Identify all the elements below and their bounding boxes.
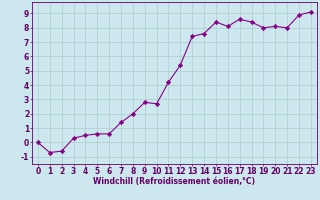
X-axis label: Windchill (Refroidissement éolien,°C): Windchill (Refroidissement éolien,°C) xyxy=(93,177,255,186)
